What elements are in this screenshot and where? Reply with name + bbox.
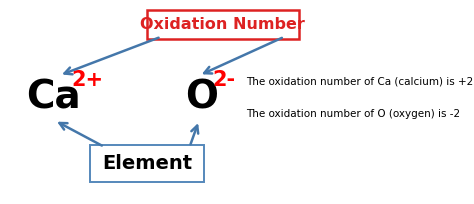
Text: 2-: 2- (212, 70, 236, 90)
Text: Oxidation Number: Oxidation Number (140, 17, 305, 32)
Text: The oxidation number of Ca (calcium) is +2: The oxidation number of Ca (calcium) is … (246, 76, 474, 87)
Text: Ca: Ca (26, 79, 81, 117)
FancyBboxPatch shape (147, 10, 299, 39)
Text: The oxidation number of O (oxygen) is -2: The oxidation number of O (oxygen) is -2 (246, 109, 461, 119)
FancyBboxPatch shape (90, 145, 204, 182)
Text: Element: Element (102, 154, 192, 173)
Text: O: O (185, 79, 218, 117)
Text: 2+: 2+ (71, 70, 103, 90)
